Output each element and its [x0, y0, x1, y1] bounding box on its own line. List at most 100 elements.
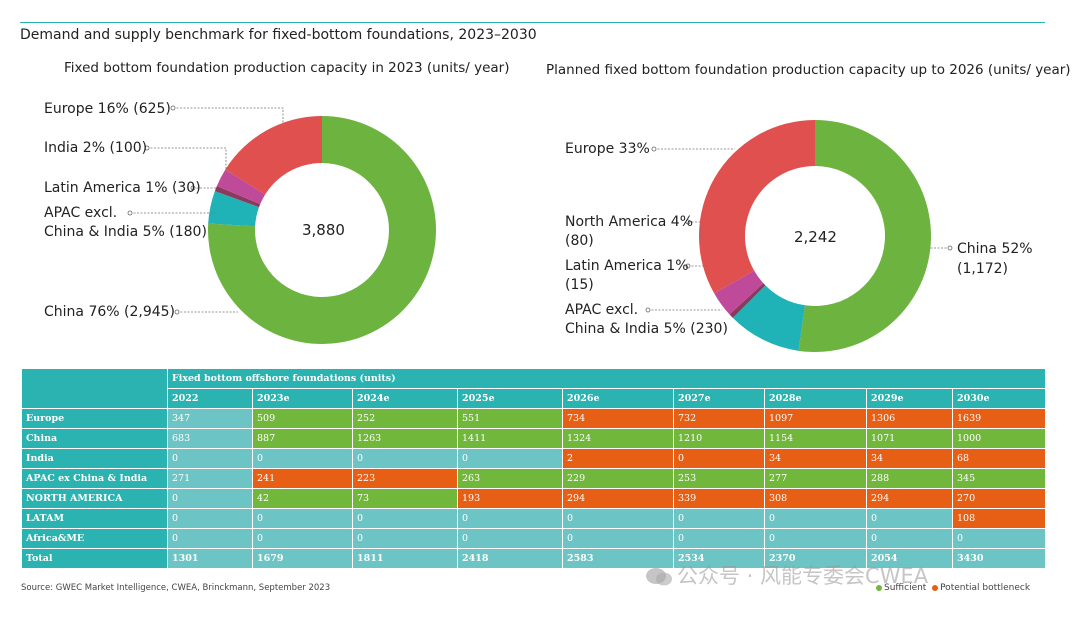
table-cell: 683 — [167, 428, 253, 449]
donut-2026-slice-latin-america — [729, 283, 766, 318]
table-row: NORTH AMERICA 0 42 73 193 294 339 308 294 270 — [21, 488, 1047, 509]
leader-india-2023-dot — [144, 145, 150, 151]
leader-latam-2026-dot — [685, 263, 691, 269]
label-china-2026-line1: China 52% — [957, 241, 1033, 257]
right-chart-title: Planned fixed bottom foundation producti… — [546, 62, 1071, 78]
table-cell: 0 — [457, 528, 563, 549]
row-label: LATAM — [21, 508, 168, 529]
leader-china-2026-dot — [947, 245, 953, 251]
donut-2026-slice-china — [798, 120, 932, 352]
table-cell: 0 — [252, 508, 353, 529]
top-rule — [20, 22, 1045, 23]
row-label: Africa&ME — [21, 528, 168, 549]
watermark-text: 公众号 · 风能专委会CWEA — [677, 564, 929, 588]
table-title-row: Fixed bottom offshore foundations (units… — [21, 368, 1047, 409]
table-cell: 294 — [562, 488, 674, 509]
leader-northam-2026-dot — [685, 219, 691, 225]
donut-2023-slice-latin-america — [214, 185, 261, 208]
table-cell: 0 — [167, 528, 253, 549]
legend-sufficient: Sufficient — [884, 583, 927, 593]
table-cell: 294 — [866, 488, 953, 509]
leader-europe-2026-dot — [651, 146, 657, 152]
label-apac-2026-line2: China & India 5% (230) — [565, 321, 728, 337]
leader-latam-2023-dot — [190, 185, 196, 191]
column-header: 2029e — [866, 388, 953, 409]
table-cell: 0 — [352, 528, 458, 549]
column-header: 2024e — [352, 388, 458, 409]
column-header: 2030e — [951, 388, 1047, 409]
table-cell: 241 — [252, 468, 353, 489]
row-label: India — [21, 448, 168, 469]
leader-india-2023 — [147, 147, 227, 170]
table-cell: 0 — [866, 508, 953, 529]
table-cell: 263 — [457, 468, 563, 489]
table-cell: 271 — [167, 468, 253, 489]
table-cell: 0 — [866, 528, 953, 549]
table-cell: 0 — [457, 508, 563, 529]
label-apac-2023-line2: China & India 5% (180) — [44, 224, 207, 240]
table-cell: 2534 — [673, 548, 765, 569]
column-header: 2027e — [673, 388, 765, 409]
table-cell: 509 — [252, 408, 353, 429]
table-cell: 270 — [951, 488, 1047, 509]
table-cell: 0 — [457, 448, 563, 469]
table-cell: 34 — [866, 448, 953, 469]
column-header: 2026e — [562, 388, 674, 409]
table-row: Europe 347 509 252 551 734 732 1097 1306 1639 — [21, 408, 1047, 429]
table-cell: 1154 — [764, 428, 867, 449]
leader-northam-2026 — [688, 221, 702, 240]
table-cell: 0 — [764, 508, 867, 529]
table-cell: 108 — [951, 508, 1047, 529]
row-label: Europe — [21, 408, 168, 429]
table-cell: 0 — [562, 528, 674, 549]
column-header: 2025e — [457, 388, 563, 409]
foundations-table: Fixed bottom offshore foundations (units… — [21, 368, 1047, 569]
table-cell: 734 — [562, 408, 674, 429]
column-header: 2023e — [252, 388, 353, 409]
table-cell: 0 — [562, 508, 674, 529]
table-cell: 1301 — [167, 548, 253, 569]
column-header: 2028e — [764, 388, 867, 409]
table-title: Fixed bottom offshore foundations (units… — [166, 368, 1047, 389]
left-chart-title: Fixed bottom foundation production capac… — [64, 60, 510, 76]
donut-2026-slice-north-america — [714, 270, 764, 315]
table-cell: 1071 — [866, 428, 953, 449]
table-cell: 2583 — [562, 548, 674, 569]
label-apac-2023-line1: APAC excl. — [44, 205, 118, 221]
table-row: Africa&ME 0 0 0 0 0 0 0 0 0 — [21, 528, 1047, 549]
table-cell: 0 — [673, 448, 765, 469]
legend-bottleneck: Potential bottleneck — [940, 583, 1031, 593]
table-cell: 1210 — [673, 428, 765, 449]
table-cell: 551 — [457, 408, 563, 429]
table-cell: 347 — [167, 408, 253, 429]
label-northam-2026-line1: North America 4% — [565, 214, 694, 230]
table-cell: 277 — [764, 468, 867, 489]
table-cell: 68 — [951, 448, 1047, 469]
donut-2026-total: 2,242 — [794, 228, 837, 246]
label-india-2023: India 2% (100) — [44, 140, 148, 156]
label-latam-2026-line1: Latin America 1% — [565, 258, 689, 274]
table-cell: 1306 — [866, 408, 953, 429]
table-cell: 308 — [764, 488, 867, 509]
table-cell: 2054 — [866, 548, 953, 569]
leader-europe-2023-dot — [170, 105, 176, 111]
table-cell: 34 — [764, 448, 867, 469]
table-cell: 339 — [673, 488, 765, 509]
leader-apac-2023-dot — [127, 210, 133, 216]
table-cell: 0 — [764, 528, 867, 549]
table-row: China 683 887 1263 1411 1324 1210 1154 1071 1000 — [21, 428, 1047, 449]
label-latam-2023: Latin America 1% (30) — [44, 180, 201, 196]
table-body: Fixed bottom offshore foundations (units… — [21, 368, 1047, 569]
table-row: APAC ex China & India 271 241 223 263 229 253 2… — [21, 468, 1047, 489]
table-row: India 0 0 0 0 2 0 34 34 68 — [21, 448, 1047, 469]
table-cell: 2 — [562, 448, 674, 469]
table-cell: 1000 — [951, 428, 1047, 449]
table-cell: 1639 — [951, 408, 1047, 429]
row-label: China — [21, 428, 168, 449]
table-cell: 0 — [352, 508, 458, 529]
donut-2023-slice-europe — [225, 116, 322, 195]
table-cell: 1679 — [252, 548, 353, 569]
table-cell: 193 — [457, 488, 563, 509]
table-cell: 42 — [252, 488, 353, 509]
row-label: APAC ex China & India — [21, 468, 168, 489]
